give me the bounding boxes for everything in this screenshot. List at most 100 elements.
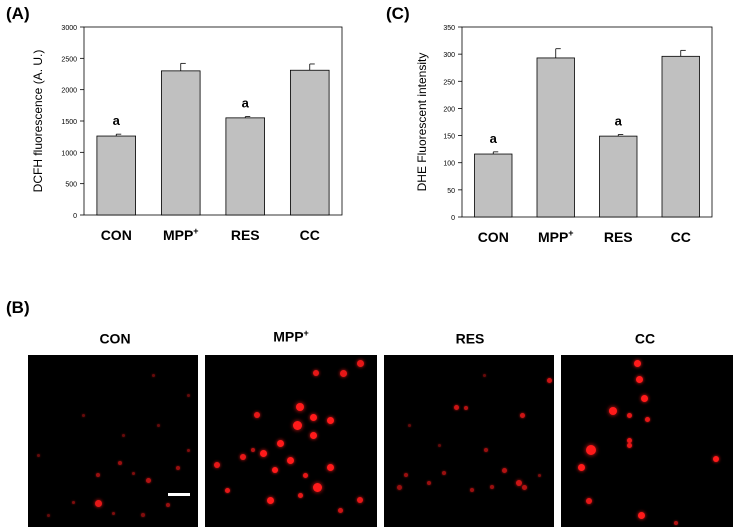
y-axis-label: DCFH fluorescence (A. U.)	[31, 50, 45, 193]
category-label: CON	[101, 227, 132, 243]
cell	[464, 406, 468, 410]
cell	[501, 467, 507, 473]
cell	[254, 412, 260, 418]
y-tick-label: 2500	[61, 56, 77, 63]
cell	[214, 462, 220, 468]
cell	[640, 394, 648, 402]
cell	[272, 467, 278, 473]
cell	[633, 359, 641, 367]
cell	[713, 456, 719, 462]
panel-label-a: (A)	[6, 4, 30, 23]
cell	[313, 370, 319, 376]
cell	[644, 416, 650, 422]
cell	[427, 481, 431, 485]
significance-label: a	[490, 131, 498, 146]
cell	[357, 497, 363, 503]
significance-label: a	[113, 113, 121, 128]
cell	[407, 423, 411, 427]
cell	[297, 492, 303, 498]
chart-c: 0 50 100 150 200 250 300 350 DHE Fluorescent int…	[415, 25, 713, 245]
category-label: RES	[604, 229, 633, 245]
cell	[81, 413, 85, 417]
bar-mpp	[160, 70, 201, 216]
cell	[166, 503, 170, 507]
cell	[546, 377, 552, 383]
significance-label: a	[615, 113, 623, 128]
cell	[156, 423, 160, 427]
fluorescence-image-con	[28, 355, 198, 527]
cell	[516, 480, 522, 486]
cell	[626, 412, 632, 418]
bar-mpp	[536, 57, 575, 218]
cell	[251, 448, 255, 452]
cell	[484, 448, 488, 452]
category-label: CC	[671, 229, 691, 245]
cell	[46, 513, 50, 517]
bar-cc	[289, 69, 330, 216]
cell	[111, 511, 115, 515]
bar-res	[225, 117, 265, 216]
cell	[259, 449, 267, 457]
bar-res	[599, 135, 638, 218]
cell	[577, 463, 585, 471]
cell	[94, 499, 102, 507]
cell	[586, 498, 592, 504]
category-label: CC	[300, 227, 320, 243]
cell	[71, 500, 75, 504]
cell	[309, 431, 317, 439]
y-axis-label: DHE Fluorescent intensity	[415, 53, 429, 192]
y-tick-label: 2000	[61, 88, 77, 95]
y-tick-label: 250	[443, 79, 455, 86]
y-tick-label: 350	[443, 25, 455, 32]
cell	[609, 407, 617, 415]
cell	[145, 477, 151, 483]
y-tick-label: 150	[443, 134, 455, 141]
category-label: CON	[478, 229, 509, 245]
cell	[240, 454, 246, 460]
y-tick-label: 1000	[61, 150, 77, 157]
cell	[490, 485, 494, 489]
fluorescence-image-res	[384, 355, 554, 527]
cell	[537, 473, 541, 477]
bar-con	[474, 153, 513, 218]
cell	[337, 507, 343, 513]
panel-label-b: (B)	[6, 298, 30, 317]
cell	[586, 445, 596, 455]
cell	[96, 473, 100, 477]
category-label: RES	[231, 227, 260, 243]
cell	[118, 461, 122, 465]
cell	[296, 403, 304, 411]
y-tick-label: 1500	[61, 119, 77, 126]
cell	[521, 484, 527, 490]
y-tick-label: 300	[443, 52, 455, 59]
cell	[482, 373, 486, 377]
image-label-res: RES	[455, 330, 485, 347]
y-tick-label: 3000	[61, 25, 77, 32]
cell	[674, 521, 678, 525]
cell	[339, 369, 347, 377]
cell	[470, 488, 474, 492]
cell	[437, 443, 441, 447]
fluorescence-image-cc	[561, 355, 733, 527]
cell	[635, 375, 643, 383]
cell	[326, 416, 334, 424]
cell	[121, 433, 125, 437]
plot-frame	[461, 26, 713, 218]
y-tick-label: 100	[443, 161, 455, 168]
y-tick-label: 0	[451, 215, 455, 222]
cell	[186, 393, 190, 397]
y-tick-label: 500	[65, 182, 77, 189]
fluorescence-image-mpp	[205, 355, 377, 527]
category-label: MPP+	[163, 226, 199, 243]
cell	[453, 404, 459, 410]
cell	[176, 466, 180, 470]
cell	[309, 413, 317, 421]
cell	[224, 487, 230, 493]
category-label: MPP+	[538, 228, 574, 245]
significance-label: a	[242, 96, 250, 111]
cell	[36, 453, 40, 457]
bar-con	[96, 135, 137, 216]
image-label-con: CON	[99, 330, 131, 347]
cell	[286, 456, 294, 464]
cell	[131, 471, 135, 475]
